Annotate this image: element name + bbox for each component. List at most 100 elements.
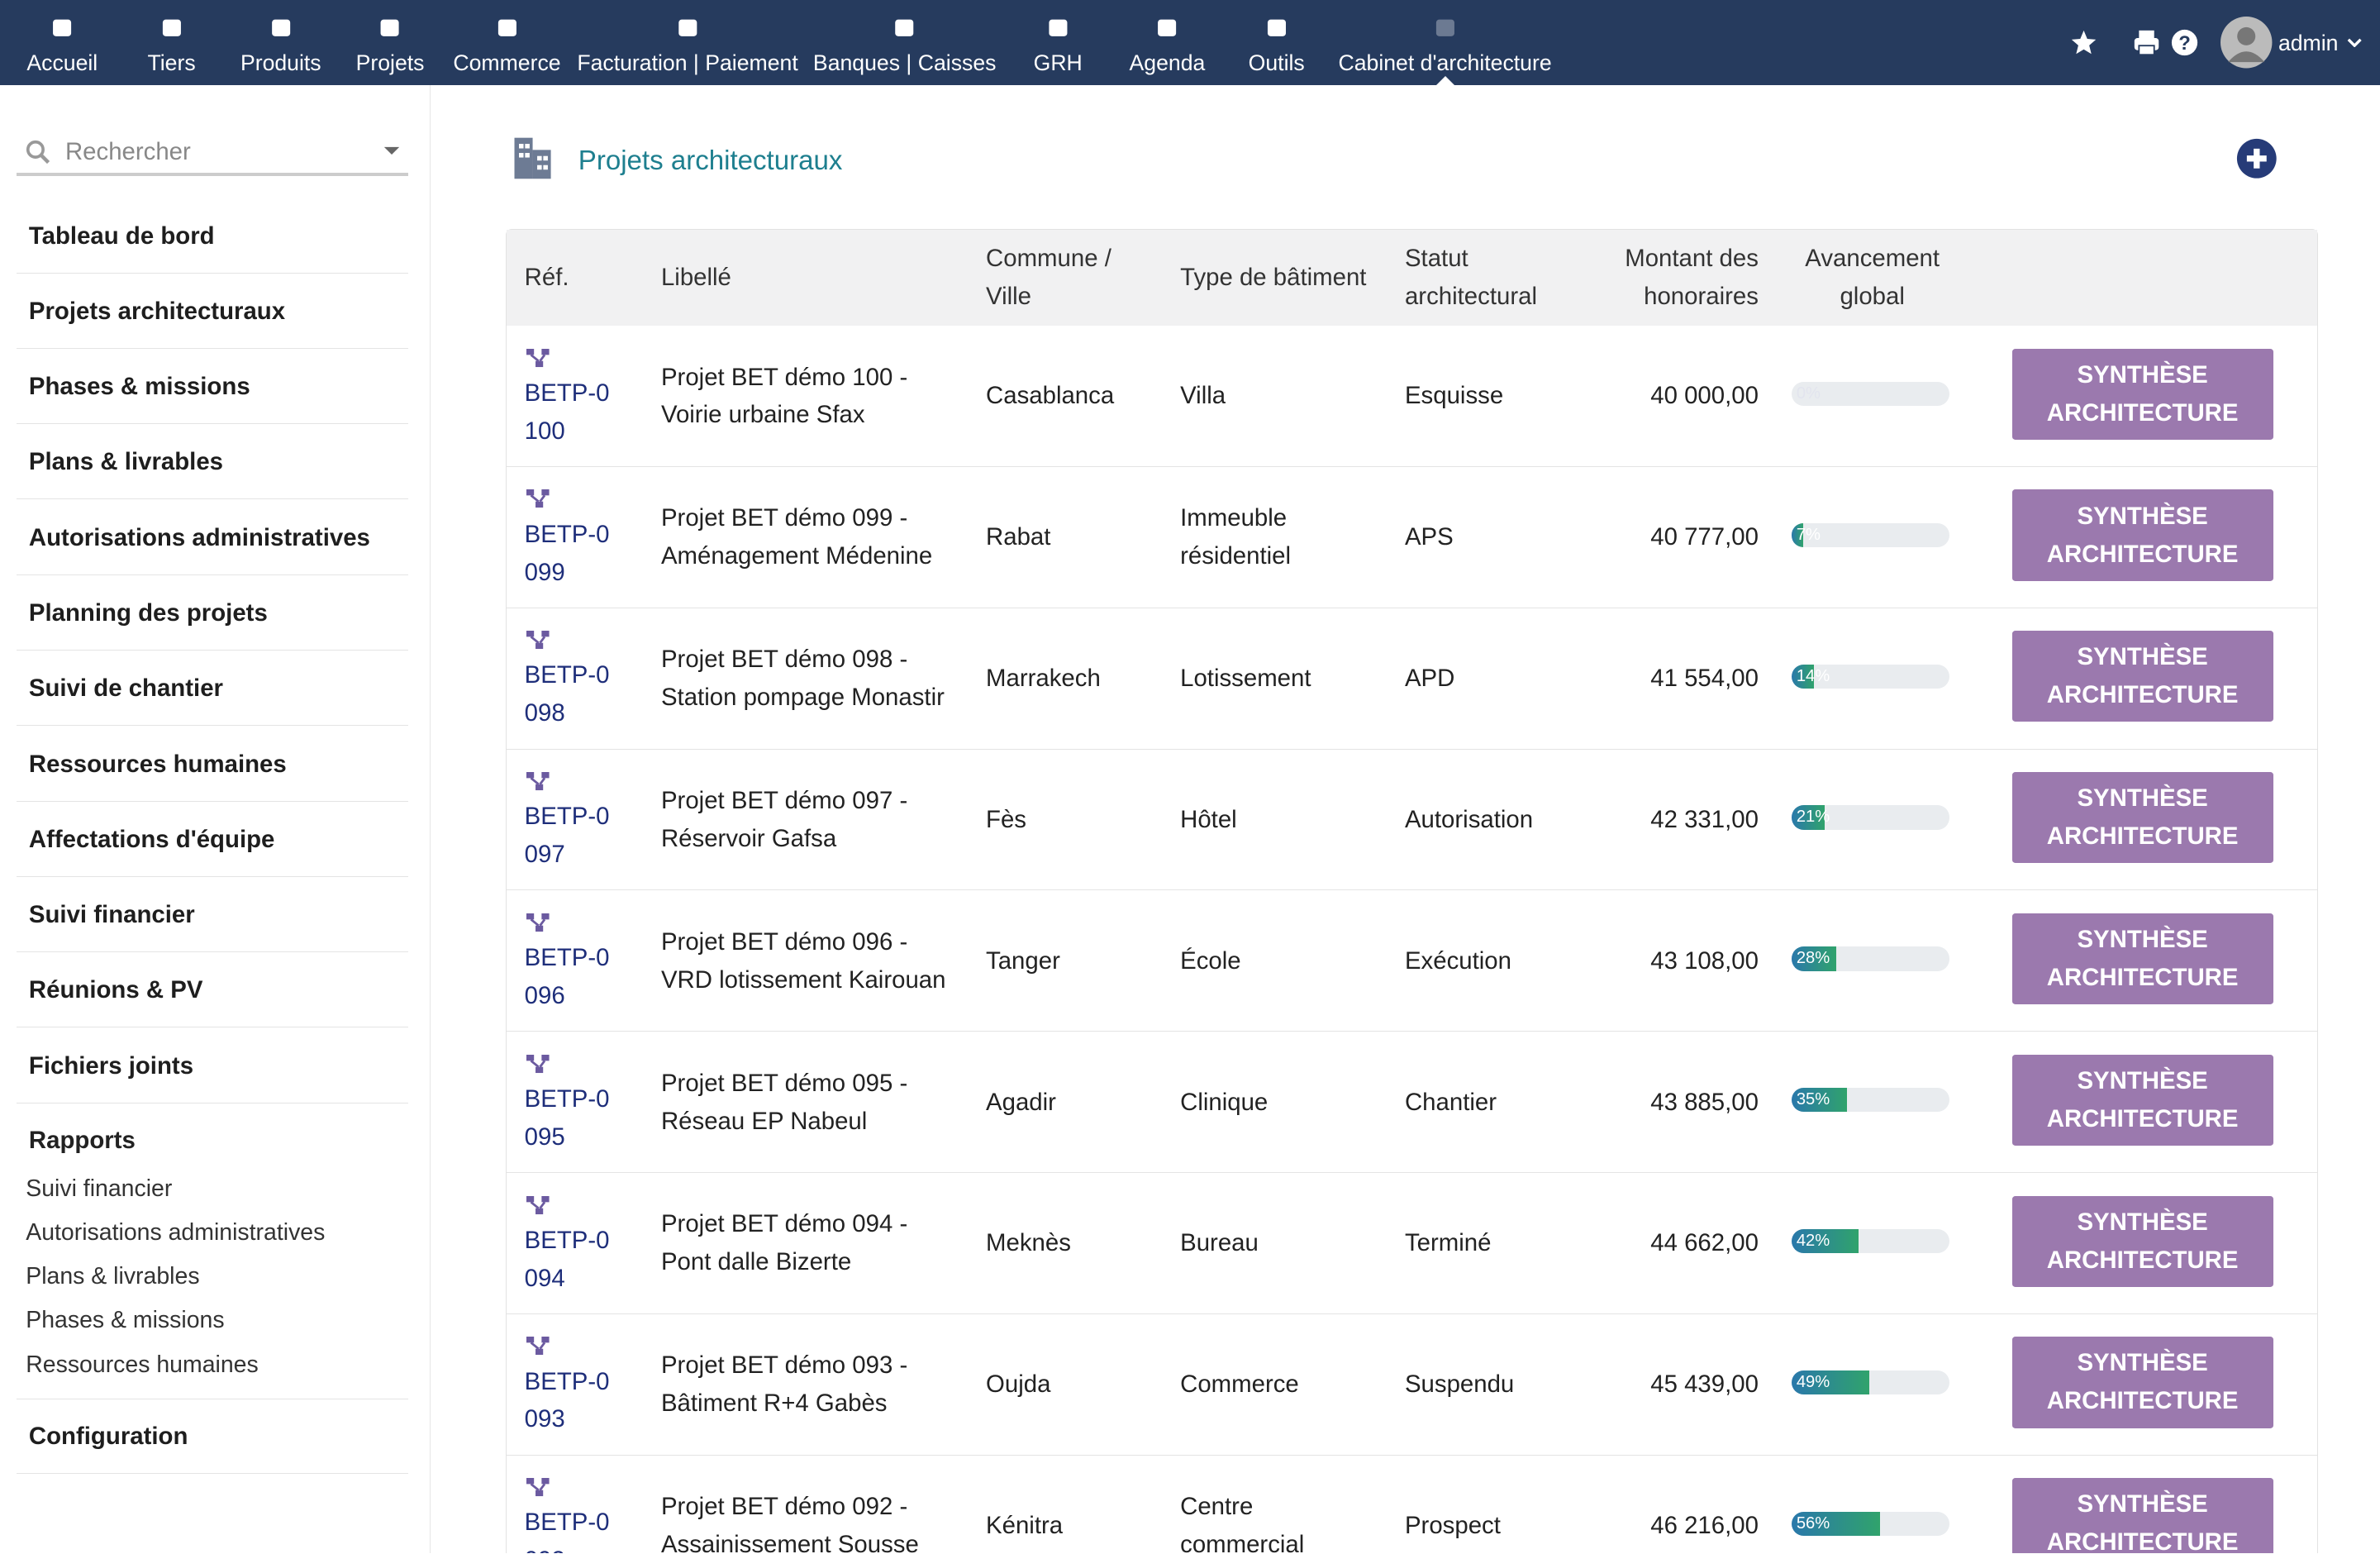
building-type: Immeuble résidentiel [1180, 504, 1292, 570]
sidebar-item[interactable]: Affectations d'équipe [17, 803, 409, 877]
progress-bar: 28% [1792, 946, 1950, 971]
synthesis-button[interactable]: SYNTHÈSE ARCHITECTURE [2011, 1054, 2273, 1146]
nav-icon [1049, 19, 1068, 37]
nav-icon [1158, 19, 1177, 37]
nav-item[interactable]: Commerce [453, 0, 561, 85]
project-label: Projet BET démo 093 - Bâtiment R+4 Gabès [660, 1351, 908, 1418]
project-ref[interactable]: BETP-0097 [524, 803, 610, 869]
sidebar-item[interactable]: Autorisations administratives [17, 501, 409, 575]
progress-fill: 35% [1792, 1088, 1848, 1113]
nav-item[interactable]: Produits [240, 0, 321, 85]
nav-label: Banques | Caisses [812, 50, 997, 75]
search-placeholder[interactable]: Rechercher [64, 138, 191, 166]
sidebar-item[interactable]: Fichiers joints [17, 1029, 409, 1104]
synthesis-button[interactable]: SYNTHÈSE ARCHITECTURE [2011, 1478, 2273, 1553]
sidebar-item[interactable]: Plans & livrables [17, 425, 409, 500]
column-header: Montant des honoraires [1625, 245, 1759, 311]
nav-icon [1267, 19, 1286, 37]
synthesis-button[interactable]: SYNTHÈSE ARCHITECTURE [2011, 1337, 2273, 1428]
nav-label: Produits [240, 50, 321, 75]
project-ref[interactable]: BETP-0098 [524, 661, 610, 727]
progress-bar: 21% [1792, 805, 1950, 830]
project-ref[interactable]: BETP-0093 [524, 1367, 610, 1433]
building-type: École [1180, 946, 1241, 975]
sidebar-item[interactable]: Configuration [17, 1399, 409, 1475]
nav-icon [162, 19, 181, 37]
nav-icon [271, 19, 290, 37]
project-label: Projet BET démo 098 - Station pompage Mo… [660, 646, 945, 712]
print-icon [2134, 30, 2159, 56]
project-ref[interactable]: BETP-0100 [524, 379, 610, 445]
nav-item[interactable]: Agenda [1130, 0, 1205, 85]
progress-label: 49% [1796, 1372, 1830, 1391]
top-bar: Accueil Tiers Produits Projets Commerce Factu… [0, 0, 2380, 85]
user-name[interactable]: admin [2278, 30, 2339, 55]
sidebar-item[interactable]: Réunions & PV [17, 953, 409, 1028]
add-button[interactable] [2236, 138, 2278, 179]
nav-item[interactable]: Outils [1249, 0, 1305, 85]
sidebar-item[interactable]: Projets architecturaux [17, 274, 409, 349]
synthesis-button[interactable]: SYNTHÈSE ARCHITECTURE [2011, 348, 2273, 440]
nav-item[interactable]: Projets [355, 0, 425, 85]
nav-icon [1435, 19, 1454, 37]
sidebar-item[interactable]: Ressources humaines [17, 727, 409, 802]
nav-icon [895, 19, 914, 37]
nav-icon [497, 19, 516, 37]
sidebar-subitem[interactable]: Phases & missions [26, 1307, 225, 1334]
project-status: Terminé [1404, 1229, 1492, 1257]
sidebar-subitem[interactable]: Plans & livrables [26, 1263, 200, 1290]
progress-fill: 42% [1792, 1228, 1859, 1254]
progress-fill: 7% [1792, 522, 1821, 548]
synthesis-button[interactable]: SYNTHÈSE ARCHITECTURE [2011, 913, 2273, 1005]
synthesis-button[interactable]: SYNTHÈSE ARCHITECTURE [2011, 489, 2273, 581]
building-type: Commerce [1180, 1370, 1299, 1399]
project-icon [526, 631, 550, 650]
synthesis-button[interactable]: SYNTHÈSE ARCHITECTURE [2011, 631, 2273, 722]
nav-item[interactable]: Cabinet d'architecture [1338, 0, 1552, 85]
progress-bar: 0% [1792, 382, 1950, 407]
nav-label: Projets [355, 50, 425, 75]
nav-item[interactable]: Tiers [147, 0, 196, 85]
project-icon [526, 489, 550, 508]
project-ref[interactable]: BETP-0096 [524, 944, 610, 1010]
sidebar-item[interactable]: Planning des projets [17, 576, 409, 651]
project-label: Projet BET démo 095 - Réseau EP Nabeul [660, 1069, 908, 1135]
project-status: Prospect [1404, 1512, 1501, 1540]
nav-label: Commerce [453, 50, 561, 75]
project-ref[interactable]: BETP-0092 [524, 1509, 610, 1553]
building-type: Bureau [1180, 1229, 1259, 1257]
synthesis-button[interactable]: SYNTHÈSE ARCHITECTURE [2011, 772, 2273, 864]
project-ref[interactable]: BETP-0099 [524, 520, 610, 586]
synthesis-button[interactable]: SYNTHÈSE ARCHITECTURE [2011, 1195, 2273, 1287]
projects-table: Réf. Libellé Commune / Ville Type de bâtime… [505, 229, 2318, 1553]
nav-item[interactable]: GRH [1034, 0, 1083, 85]
table-header [506, 230, 2317, 327]
project-label: Projet BET démo 094 - Pont dalle Bizerte [660, 1210, 908, 1276]
sidebar-subitem[interactable]: Suivi financier [26, 1175, 173, 1202]
project-ref[interactable]: BETP-0094 [524, 1226, 610, 1292]
divider [17, 1398, 409, 1400]
sidebar-item[interactable]: Tableau de bord [17, 199, 409, 274]
sidebar-item[interactable]: Suivi financier [17, 878, 409, 953]
progress-bar: 14% [1792, 664, 1950, 689]
project-city: Rabat [986, 523, 1051, 551]
project-ref[interactable]: BETP-0095 [524, 1084, 610, 1151]
sidebar-subitem[interactable]: Ressources humaines [26, 1351, 259, 1378]
search-icon [26, 140, 50, 164]
nav-item[interactable]: Facturation | Paiement [577, 0, 798, 85]
nav-item[interactable]: Banques | Caisses [812, 0, 997, 85]
nav-label: Outils [1248, 50, 1305, 75]
project-status: Chantier [1404, 1088, 1497, 1116]
progress-label: 14% [1796, 666, 1830, 685]
sidebar-item[interactable]: Suivi de chantier [17, 651, 409, 727]
sidebar-subitem[interactable]: Autorisations administratives [26, 1218, 326, 1246]
progress-label: 21% [1796, 808, 1830, 827]
project-city: Agadir [986, 1088, 1056, 1116]
nav-label: Tiers [147, 50, 196, 75]
sidebar-section[interactable]: Rapports [28, 1126, 136, 1154]
sidebar-item[interactable]: Phases & missions [17, 350, 409, 425]
project-city: Oujda [986, 1370, 1051, 1399]
sidebar: Rechercher Tableau de bord Projets archit… [0, 84, 431, 1553]
nav-item[interactable]: Accueil [26, 0, 98, 85]
